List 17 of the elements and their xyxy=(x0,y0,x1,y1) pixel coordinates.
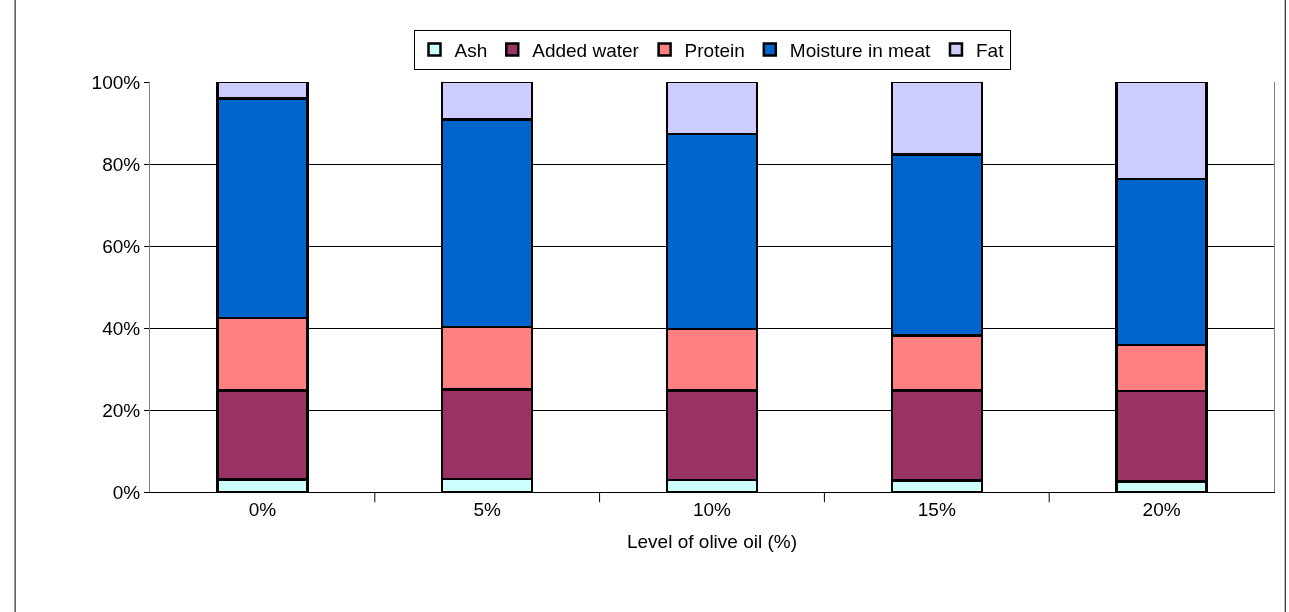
y-tick-label: 0% xyxy=(112,481,141,503)
y-tick-label: 20% xyxy=(102,399,141,421)
legend-label: Fat xyxy=(975,39,1005,61)
legend-label: Ash xyxy=(454,39,488,61)
legend-label: Moisture in meat xyxy=(789,39,931,61)
y-tick-label: 40% xyxy=(102,317,141,339)
x-tick-label: 5% xyxy=(473,498,502,520)
x-tick-label: 15% xyxy=(917,498,956,520)
x-tick-label: 0% xyxy=(248,498,277,520)
legend-label: Protein xyxy=(684,39,745,61)
y-tick-label: 80% xyxy=(102,153,141,175)
y-tick-label: 60% xyxy=(102,235,141,257)
x-tick-label: 10% xyxy=(692,498,732,520)
x-tick-label: 20% xyxy=(1142,498,1181,520)
legend-label: Added water xyxy=(532,39,640,61)
x-axis-title: Level of olive oil (%) xyxy=(626,530,798,552)
y-tick-label: 100% xyxy=(91,71,141,93)
